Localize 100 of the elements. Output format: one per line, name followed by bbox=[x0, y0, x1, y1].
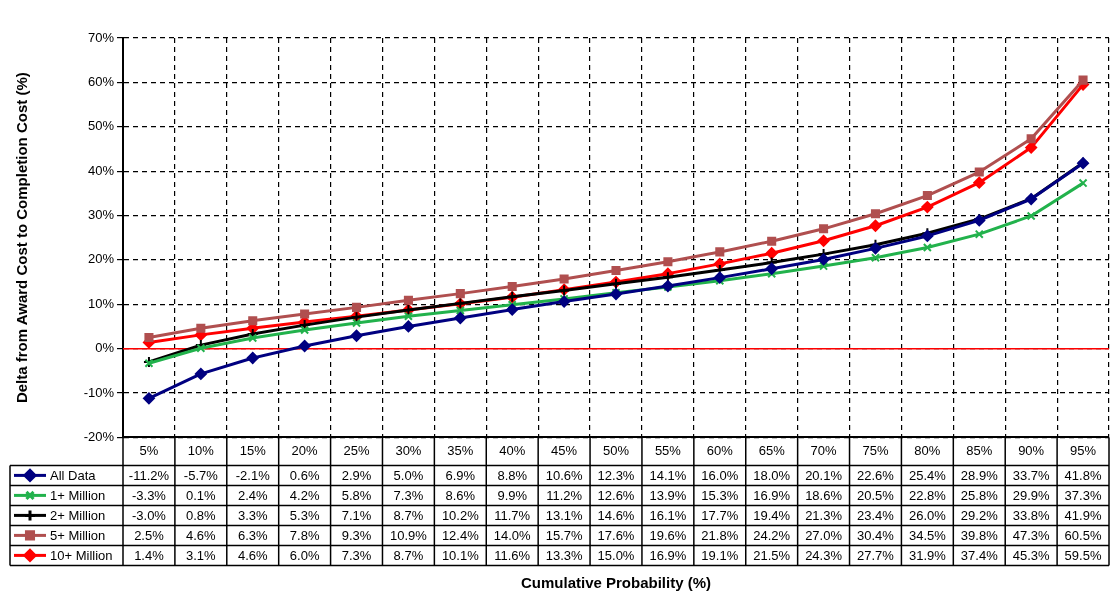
data-label: 19.6% bbox=[649, 527, 687, 543]
y-tick-label: 20% bbox=[87, 251, 115, 267]
data-label: 13.3% bbox=[545, 547, 583, 563]
data-label: 12.4% bbox=[441, 527, 480, 543]
legend-label: 1+ Million bbox=[50, 487, 106, 503]
data-label: 9.3% bbox=[341, 527, 372, 543]
data-label: 37.4% bbox=[960, 547, 999, 563]
data-label: 10.6% bbox=[545, 467, 583, 483]
data-label: 30.4% bbox=[857, 527, 895, 543]
data-label: 0.8% bbox=[186, 507, 217, 523]
data-label: 7.3% bbox=[393, 487, 424, 503]
data-label: 16.9% bbox=[753, 487, 791, 503]
data-label: 22.6% bbox=[857, 467, 895, 483]
data-label: 41.9% bbox=[1064, 507, 1102, 523]
y-tick-label: 50% bbox=[87, 118, 115, 134]
data-label: 33.7% bbox=[1012, 467, 1051, 483]
legend-label: 5+ Million bbox=[50, 527, 106, 543]
x-tick-label: 5% bbox=[139, 442, 159, 458]
data-label: 13.9% bbox=[649, 487, 687, 503]
data-label: -5.7% bbox=[183, 467, 219, 483]
data-label: 0.6% bbox=[289, 467, 320, 483]
legend-label: 10+ Million bbox=[50, 547, 113, 563]
data-label: 22.8% bbox=[908, 487, 947, 503]
data-label: 17.6% bbox=[597, 527, 635, 543]
data-label: 11.6% bbox=[494, 547, 531, 563]
data-label: 2.4% bbox=[237, 487, 268, 503]
data-label: 6.9% bbox=[445, 467, 476, 483]
data-label: 18.6% bbox=[805, 487, 843, 503]
x-tick-label: 85% bbox=[966, 442, 993, 458]
data-label: 10.2% bbox=[441, 507, 480, 523]
data-label: 15.7% bbox=[545, 527, 583, 543]
data-label: 16.9% bbox=[649, 547, 687, 563]
x-tick-label: 45% bbox=[551, 442, 578, 458]
data-label: 16.0% bbox=[701, 467, 739, 483]
data-label: -3.0% bbox=[131, 507, 167, 523]
data-label: 7.8% bbox=[289, 527, 320, 543]
data-label: 33.8% bbox=[1012, 507, 1051, 523]
y-tick-label: -10% bbox=[83, 384, 115, 400]
data-label: 29.2% bbox=[960, 507, 999, 523]
data-label: 27.0% bbox=[805, 527, 843, 543]
data-label: 24.2% bbox=[753, 527, 791, 543]
data-label: 28.9% bbox=[960, 467, 999, 483]
y-tick-label: 0% bbox=[95, 340, 115, 356]
data-label: 4.2% bbox=[289, 487, 320, 503]
x-tick-label: 35% bbox=[447, 442, 474, 458]
y-tick-label: 70% bbox=[87, 29, 115, 45]
data-label: 31.9% bbox=[908, 547, 947, 563]
y-tick-label: -20% bbox=[83, 428, 115, 444]
data-label: 14.1% bbox=[649, 467, 687, 483]
y-tick-label: 40% bbox=[87, 162, 115, 178]
data-label: 5.3% bbox=[289, 507, 320, 523]
data-label: 60.5% bbox=[1064, 527, 1102, 543]
legend-label: 2+ Million bbox=[50, 507, 106, 523]
data-label: 8.8% bbox=[497, 467, 528, 483]
x-tick-label: 95% bbox=[1070, 442, 1097, 458]
data-label: 39.8% bbox=[960, 527, 999, 543]
x-tick-label: 10% bbox=[187, 442, 215, 458]
data-label: 12.3% bbox=[597, 467, 635, 483]
data-label: 19.1% bbox=[701, 547, 739, 563]
x-tick-label: 20% bbox=[291, 442, 319, 458]
data-label: 27.7% bbox=[857, 547, 895, 563]
data-label: 2.5% bbox=[134, 527, 165, 543]
data-label: 20.5% bbox=[857, 487, 895, 503]
data-label: 24.3% bbox=[805, 547, 843, 563]
data-label: 21.3% bbox=[805, 507, 843, 523]
data-label: 26.0% bbox=[908, 507, 947, 523]
data-label: 47.3% bbox=[1012, 527, 1051, 543]
data-label: 34.5% bbox=[908, 527, 947, 543]
data-label: 2.9% bbox=[341, 467, 372, 483]
data-label: 21.8% bbox=[701, 527, 739, 543]
data-label: 45.3% bbox=[1012, 547, 1051, 563]
data-label: 15.0% bbox=[597, 547, 635, 563]
data-label: 41.8% bbox=[1064, 467, 1102, 483]
data-label: 3.1% bbox=[186, 547, 217, 563]
data-label: 6.0% bbox=[289, 547, 320, 563]
x-tick-label: 55% bbox=[654, 442, 682, 458]
data-label: 19.4% bbox=[753, 507, 791, 523]
x-tick-label: 60% bbox=[706, 442, 734, 458]
y-tick-label: 30% bbox=[87, 207, 115, 223]
data-label: 8.6% bbox=[445, 487, 476, 503]
y-tick-label: 10% bbox=[87, 295, 115, 311]
x-tick-label: 90% bbox=[1018, 442, 1045, 458]
data-label: 15.3% bbox=[701, 487, 739, 503]
data-label: 10.1% bbox=[441, 547, 480, 563]
data-label: 7.1% bbox=[341, 507, 372, 523]
x-tick-label: 25% bbox=[343, 442, 370, 458]
data-label: 1.4% bbox=[134, 547, 165, 563]
data-label: 10.9% bbox=[389, 527, 428, 543]
data-label: 11.2% bbox=[546, 487, 583, 503]
x-tick-label: 15% bbox=[239, 442, 267, 458]
data-label: 8.7% bbox=[393, 547, 424, 563]
data-label: 3.3% bbox=[237, 507, 268, 523]
data-label: 59.5% bbox=[1064, 547, 1102, 563]
data-label: 9.9% bbox=[497, 487, 528, 503]
x-tick-label: 70% bbox=[810, 442, 838, 458]
text: Cumulative Probability (%) bbox=[520, 573, 712, 591]
data-label: -3.3% bbox=[131, 487, 167, 503]
data-label: 8.7% bbox=[393, 507, 424, 523]
data-label: 0.1% bbox=[186, 487, 217, 503]
x-tick-label: 75% bbox=[862, 442, 889, 458]
